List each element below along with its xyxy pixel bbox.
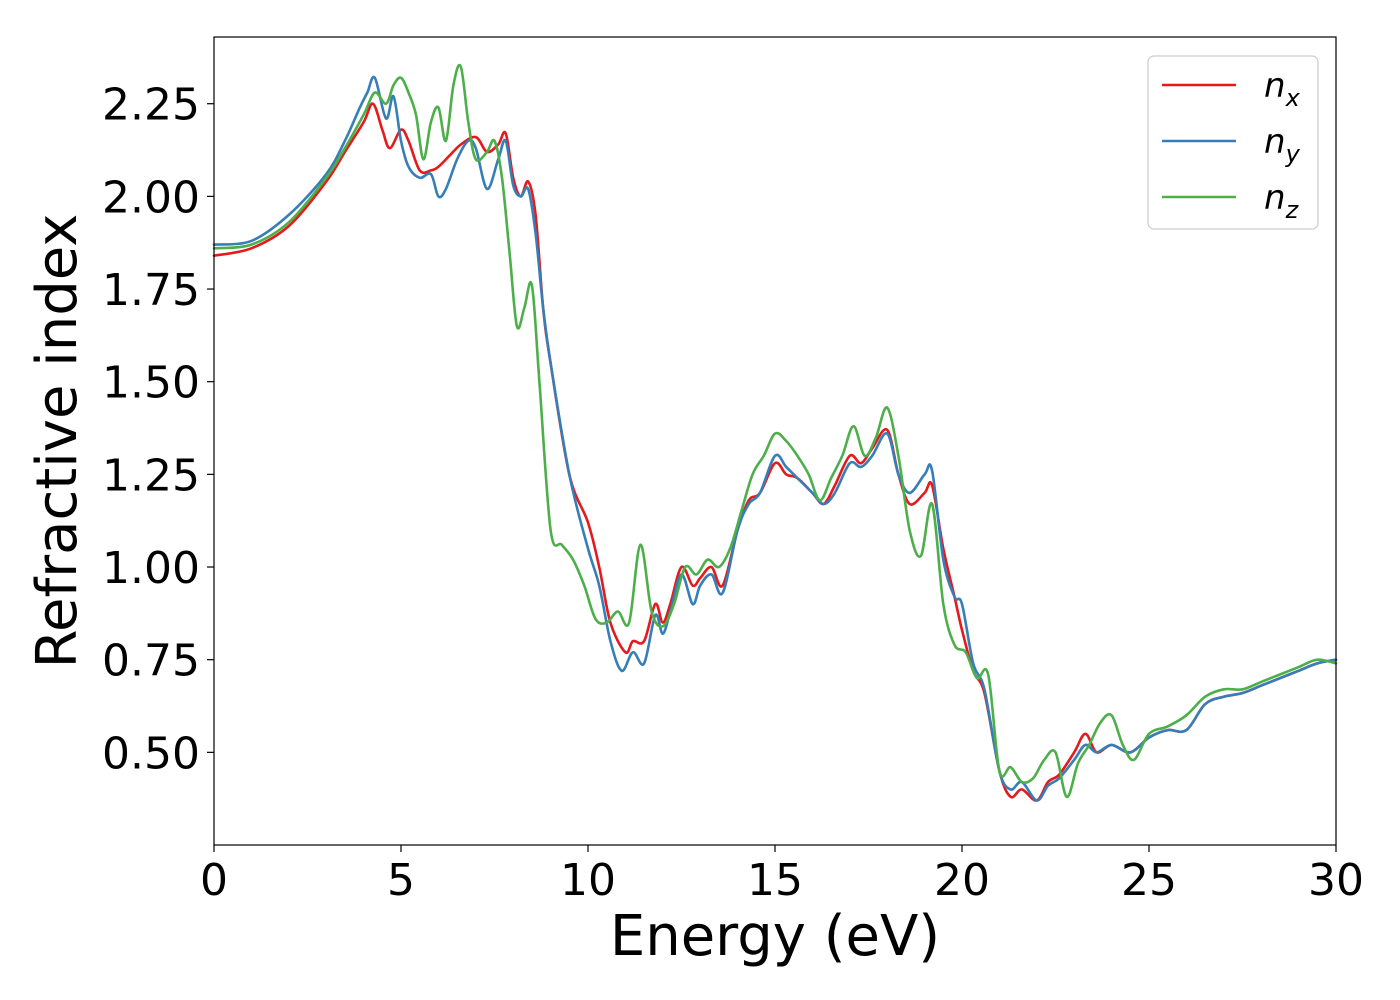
y-tick-label: 1.25 xyxy=(102,450,200,501)
x-axis-ticks: 0 5 10 15 20 25 30 xyxy=(200,845,1364,906)
y-tick-label: 0.75 xyxy=(102,636,200,687)
y-tick-label: 2.00 xyxy=(102,172,200,223)
y-axis-title: Refractive index xyxy=(25,214,90,669)
y-axis-ticks: 0.50 0.75 1.00 1.25 1.50 1.75 2.00 2.25 xyxy=(102,80,214,779)
x-axis-title: Energy (eV) xyxy=(610,904,940,969)
x-tick-label: 30 xyxy=(1308,855,1364,906)
y-tick-label: 1.00 xyxy=(102,543,200,594)
x-tick-label: 5 xyxy=(387,855,415,906)
series-line-nx xyxy=(212,102,1338,802)
x-tick-label: 25 xyxy=(1121,855,1177,906)
x-tick-label: 0 xyxy=(200,855,228,906)
legend-label-ny: ny xyxy=(1264,122,1301,168)
x-tick-label: 15 xyxy=(747,855,803,906)
y-tick-label: 1.50 xyxy=(102,358,200,409)
legend-label-nx: nx xyxy=(1264,66,1301,112)
legend-box xyxy=(1147,55,1319,230)
y-tick-label: 2.25 xyxy=(102,80,200,131)
y-tick-label: 0.50 xyxy=(102,728,200,779)
x-tick-label: 10 xyxy=(560,855,616,906)
x-tick-label: 20 xyxy=(934,855,990,906)
y-tick-label: 1.75 xyxy=(102,265,200,316)
legend-label-nz: nz xyxy=(1264,178,1300,224)
series-layer xyxy=(212,63,1338,802)
series-line-ny xyxy=(212,75,1338,802)
legend: nx ny nz xyxy=(1147,55,1319,230)
series-line-nz xyxy=(212,63,1338,799)
